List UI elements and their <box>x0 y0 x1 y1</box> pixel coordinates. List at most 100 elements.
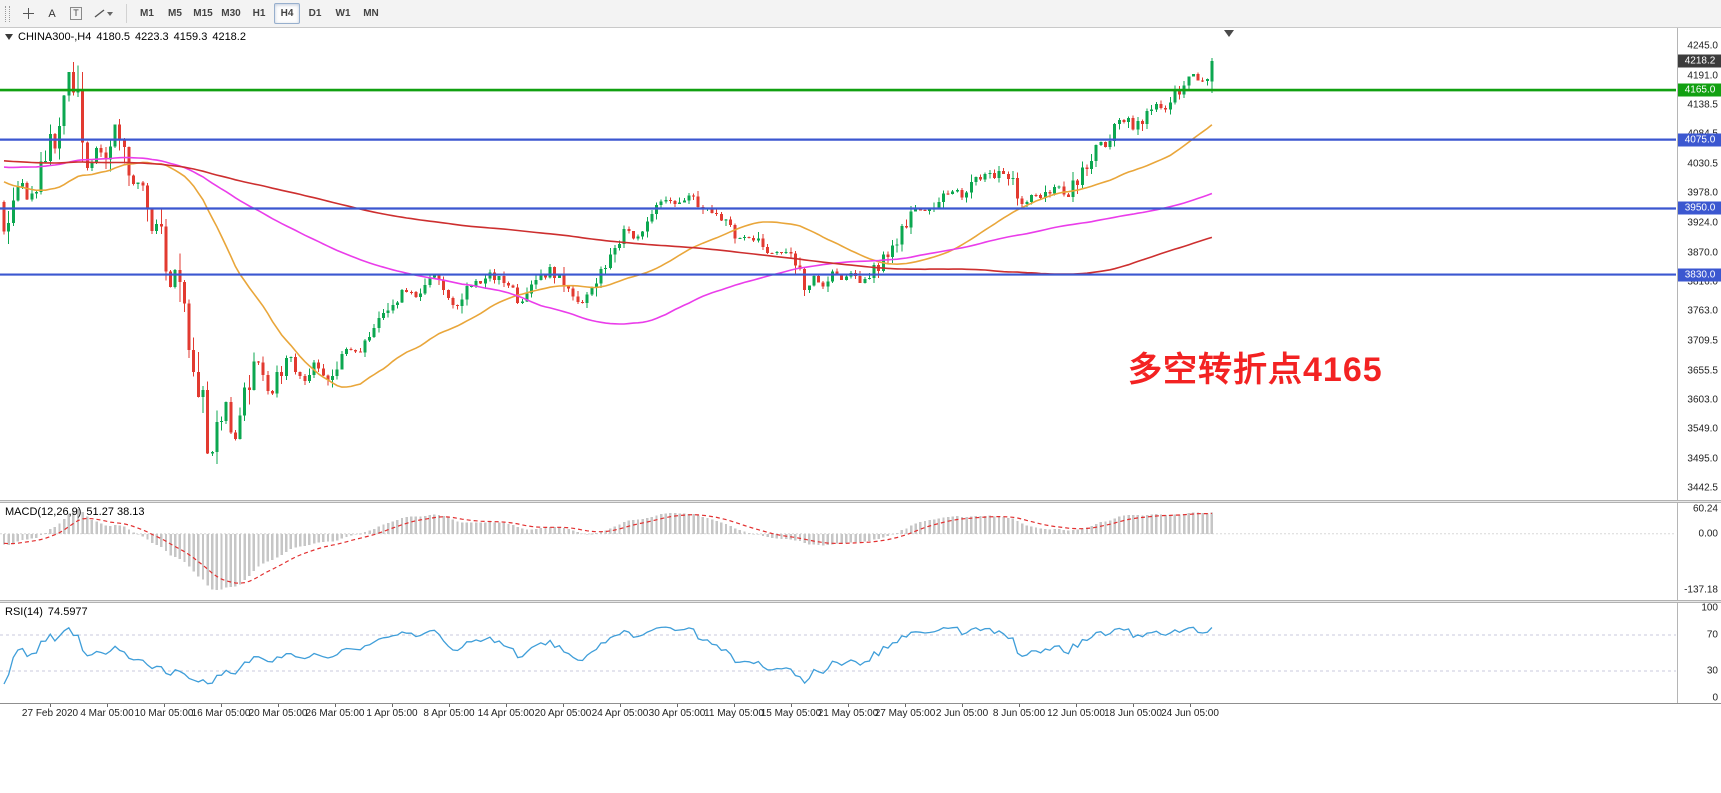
macd-panel: MACD(12,26,9) 51.27 38.13 60.24 0.00 -137.1… <box>0 503 1721 600</box>
panel-splitter-rsi[interactable] <box>0 600 1721 603</box>
price-tick-label: 3924.0 <box>1687 217 1718 229</box>
macd-axis[interactable]: 60.24 0.00 -137.18 <box>1677 503 1721 600</box>
time-tick-label: 21 May 05:00 <box>817 708 879 719</box>
macd-header: MACD(12,26,9) 51.27 38.13 <box>5 506 150 518</box>
price-tick-label: 3495.0 <box>1687 453 1718 465</box>
time-tick-mark <box>620 704 621 707</box>
time-tick-mark <box>677 704 678 707</box>
last-price-badge: 4218.2 <box>1678 54 1721 68</box>
rsi-chart[interactable] <box>0 603 1677 703</box>
macd-scale-label: 0.00 <box>1698 528 1718 540</box>
price-tick-label: 3442.5 <box>1687 482 1718 494</box>
time-tick-label: 18 Jun 05:00 <box>1104 708 1162 719</box>
time-axis[interactable]: 27 Feb 2020 4 Mar 05:00 10 Mar 05:00 16 Mar… <box>0 703 1721 723</box>
rsi-panel: RSI(14) 74.5977 100 70 30 0 <box>0 603 1721 704</box>
time-tick-label: 10 Mar 05:00 <box>134 708 194 719</box>
macd-histogram <box>2 509 1214 590</box>
price-tick-label: 3816.0 <box>1687 276 1718 288</box>
time-tick-mark <box>734 704 735 707</box>
toolbar-grip[interactable] <box>5 5 10 22</box>
chart-annotation-text[interactable]: 多空转折点4165 <box>1128 351 1383 389</box>
ma-100-line <box>3 156 1213 325</box>
ohlc-close: 4218.2 <box>212 31 246 43</box>
timeframe-d1[interactable]: D1 <box>308 8 322 19</box>
time-tick-mark <box>50 704 51 707</box>
time-tick-label: 20 Apr 05:00 <box>534 708 592 719</box>
chart-shift-marker[interactable] <box>1224 30 1234 37</box>
macd-chart[interactable] <box>0 503 1677 600</box>
level-badge-4165.0: 4165.0 <box>1678 83 1721 97</box>
rsi-axis[interactable]: 100 70 30 0 <box>1677 603 1721 704</box>
rsi-scale-label: 70 <box>1706 629 1718 641</box>
time-tick-mark <box>791 704 792 707</box>
level-badge-3830.0: 3830.0 <box>1678 268 1721 282</box>
time-tick-mark <box>506 704 507 707</box>
rsi-scale-label: 30 <box>1706 665 1718 677</box>
ohlc-high: 4223.3 <box>135 31 169 43</box>
time-tick-label: 24 Jun 05:00 <box>1161 708 1219 719</box>
time-tick-label: 1 Apr 05:00 <box>366 708 418 719</box>
price-tick-label: 3655.5 <box>1687 365 1718 377</box>
trendline-icon <box>94 9 105 18</box>
panel-splitter-macd[interactable] <box>0 500 1721 503</box>
toolbar: A T M1 M5 M15 M30 H1 H4 D1 W1 MN <box>0 0 1721 28</box>
time-tick-mark <box>1019 704 1020 707</box>
rsi-header: RSI(14) 74.5977 <box>5 606 93 618</box>
time-tick-mark <box>107 704 108 707</box>
time-tick-mark <box>335 704 336 707</box>
time-tick-mark <box>221 704 222 707</box>
text-label-tool-button[interactable]: T <box>65 3 87 24</box>
time-tick-label: 24 Apr 05:00 <box>591 708 649 719</box>
price-tick-label: 3709.5 <box>1687 335 1718 347</box>
timeframe-m30[interactable]: M30 <box>221 8 241 19</box>
level-badge-4075.0: 4075.0 <box>1678 133 1721 147</box>
price-tick-label: 3603.0 <box>1687 394 1718 406</box>
text-tool-button[interactable]: A <box>41 3 63 24</box>
text-tool-label: A <box>48 7 56 20</box>
ohlc-low: 4159.3 <box>173 31 208 43</box>
symbol-dropdown-icon[interactable] <box>5 34 13 40</box>
timeframe-h1[interactable]: H1 <box>252 8 266 19</box>
candlestick-chart[interactable] <box>0 28 1677 500</box>
macd-scale-label: -137.18 <box>1684 584 1718 596</box>
price-tick-label: 3978.0 <box>1687 187 1718 199</box>
timeframe-mn[interactable]: MN <box>363 8 379 19</box>
timeframe-m15[interactable]: M15 <box>193 8 213 19</box>
time-tick-label: 11 May 05:00 <box>704 708 764 719</box>
price-axis[interactable]: 4245.04191.04138.54084.54030.53978.03924… <box>1677 28 1721 500</box>
rsi-title: RSI(14) <box>5 606 43 618</box>
draw-tools-button[interactable] <box>89 3 119 24</box>
time-tick-mark <box>164 704 165 707</box>
ohlc-open: 4180.5 <box>96 31 131 43</box>
timeframe-m5[interactable]: M5 <box>168 8 182 19</box>
bottom-whitespace <box>0 723 1721 793</box>
price-tick-label: 4245.0 <box>1687 40 1718 52</box>
candles-layer <box>2 57 1214 464</box>
macd-values: 51.27 38.13 <box>86 506 145 518</box>
time-tick-mark <box>905 704 906 707</box>
timeframe-m1[interactable]: M1 <box>140 8 154 19</box>
price-tick-label: 4030.5 <box>1687 158 1718 170</box>
time-tick-label: 27 May 05:00 <box>874 708 936 719</box>
time-tick-label: 8 Jun 05:00 <box>992 708 1046 719</box>
price-tick-label: 3870.0 <box>1687 247 1718 259</box>
price-tick-label: 4138.5 <box>1687 99 1718 111</box>
timeframe-w1[interactable]: W1 <box>335 8 351 19</box>
crosshair-tool-button[interactable] <box>17 3 39 24</box>
time-tick-label: 8 Apr 05:00 <box>423 708 475 719</box>
rsi-value: 74.5977 <box>47 606 88 618</box>
time-tick-label: 26 Mar 05:00 <box>305 708 365 719</box>
time-tick-label: 14 Apr 05:00 <box>477 708 535 719</box>
time-tick-mark <box>1076 704 1077 707</box>
macd-signal-line <box>3 512 1212 584</box>
time-tick-label: 4 Mar 05:00 <box>80 708 134 719</box>
time-tick-label: 12 Jun 05:00 <box>1047 708 1105 719</box>
timeframe-h4[interactable]: H4 <box>274 3 300 24</box>
ma-200-line <box>3 160 1213 275</box>
price-chart-panel: CHINA300-,H4 4180.5 4223.3 4159.3 4218.2 多空转… <box>0 28 1721 500</box>
price-tick-label: 3549.0 <box>1687 423 1718 435</box>
rsi-scale-label: 0 <box>1712 692 1718 704</box>
time-tick-mark <box>848 704 849 707</box>
time-tick-label: 27 Feb 2020 <box>21 708 79 719</box>
